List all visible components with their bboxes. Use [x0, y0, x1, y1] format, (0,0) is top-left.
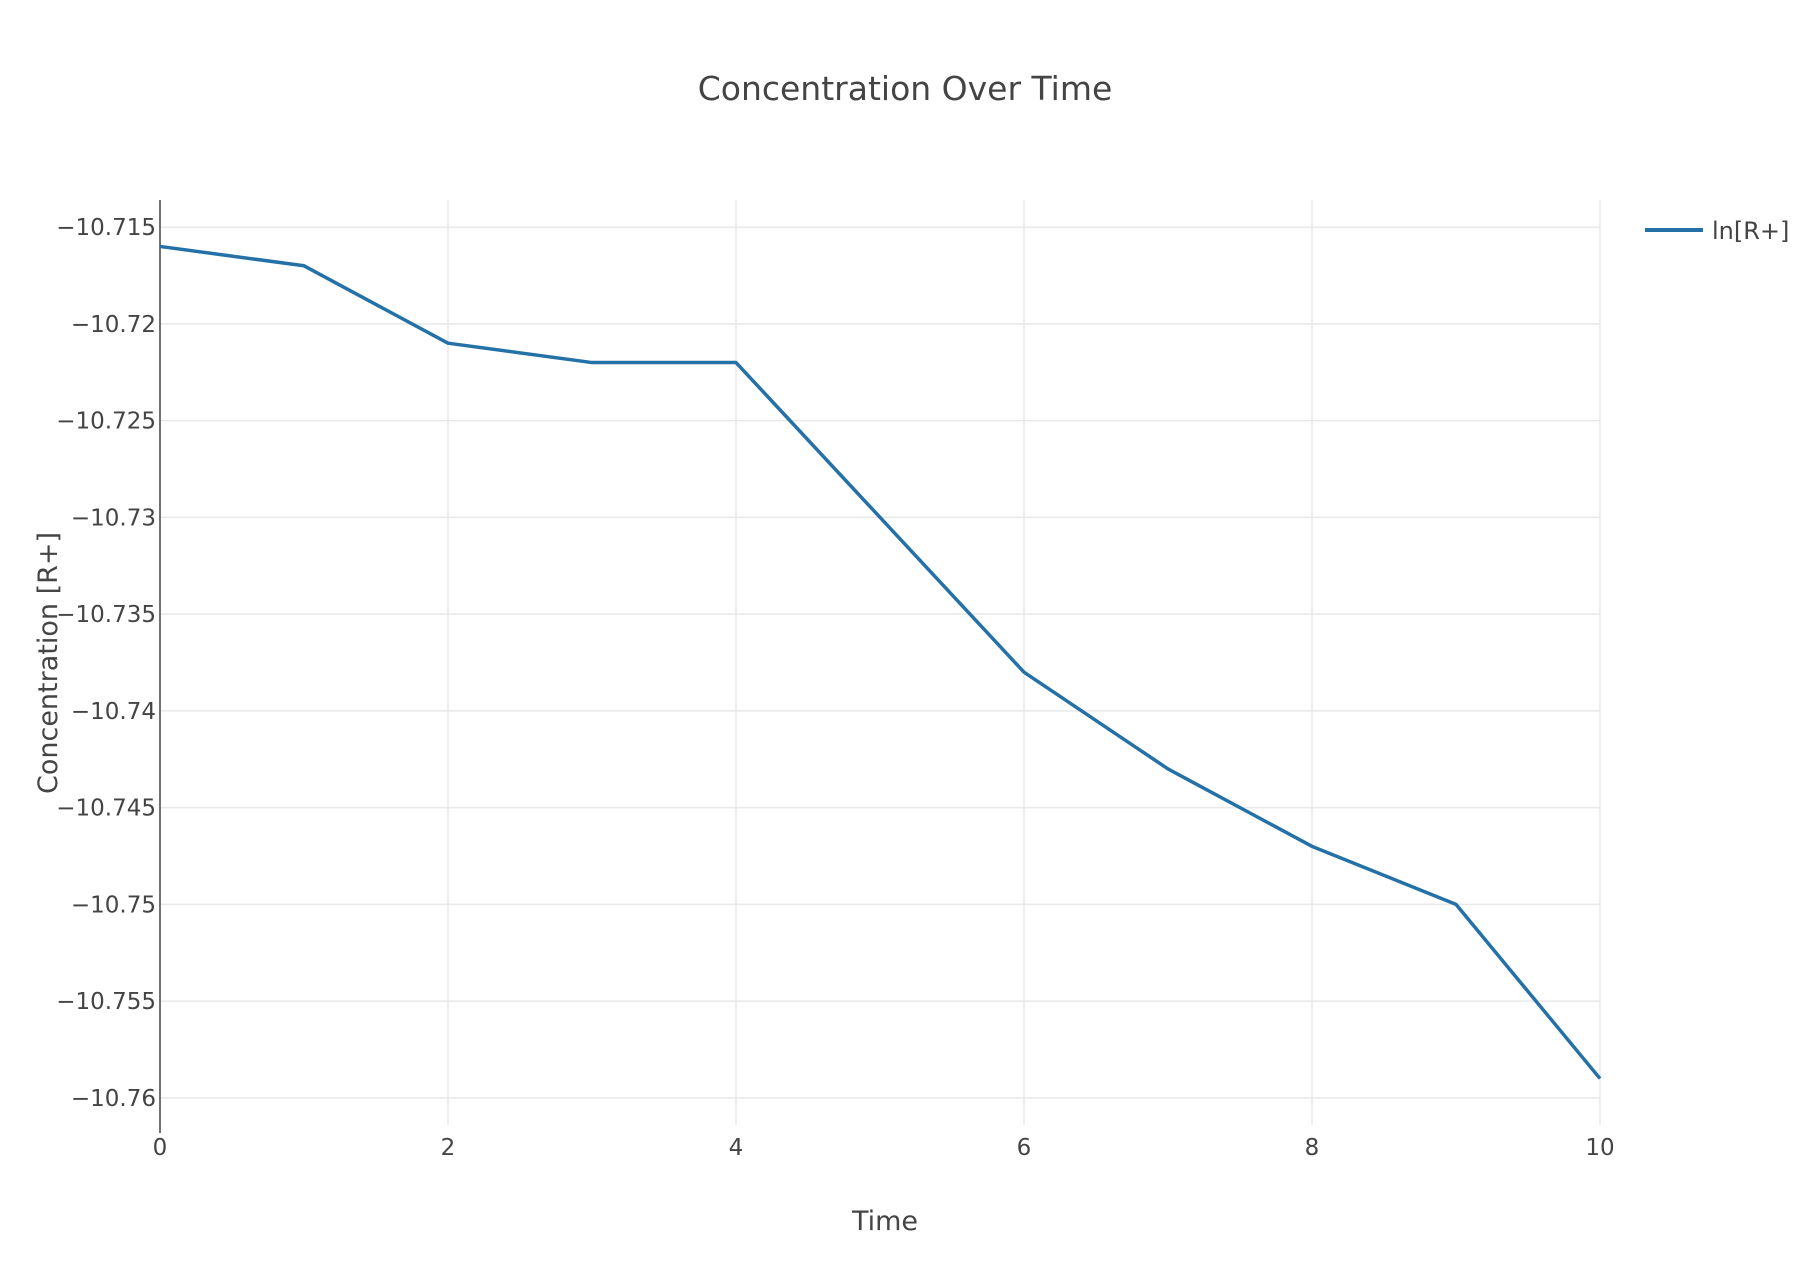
y-tick-label: −10.735 [56, 602, 156, 628]
y-tick-label: −10.74 [71, 699, 156, 725]
legend[interactable]: ln[R+] [1645, 217, 1789, 245]
x-tick-label: 8 [1305, 1135, 1320, 1161]
legend-label-ln-r: ln[R+] [1712, 217, 1789, 245]
y-tick-label: −10.72 [71, 312, 156, 338]
x-tick-label: 10 [1585, 1135, 1614, 1161]
series-lines [159, 244, 1602, 1080]
y-tick-label: −10.76 [71, 1086, 156, 1112]
x-tick-label: 6 [1017, 1135, 1032, 1161]
tick-labels: 0 2 4 6 8 10 −10.715 −10.72 −10.725 −10.73 −10.735… [56, 215, 1614, 1161]
series-line-0[interactable] [159, 244, 1602, 1080]
x-tick-label: 2 [441, 1135, 456, 1161]
y-tick-label: −10.725 [56, 409, 156, 435]
grid [160, 200, 1601, 1125]
x-axis-title: Time [851, 1206, 918, 1237]
y-axis-title: Concentration [R+] [33, 532, 64, 794]
y-tick-label: −10.755 [56, 989, 156, 1015]
y-tick-label: −10.715 [56, 215, 156, 241]
chart-title: Concentration Over Time [698, 69, 1113, 108]
x-tick-label: 4 [729, 1135, 744, 1161]
x-tick-label: 0 [153, 1135, 168, 1161]
y-tick-label: −10.75 [71, 892, 156, 918]
y-tick-label: −10.73 [71, 505, 156, 531]
y-tick-label: −10.745 [56, 796, 156, 822]
